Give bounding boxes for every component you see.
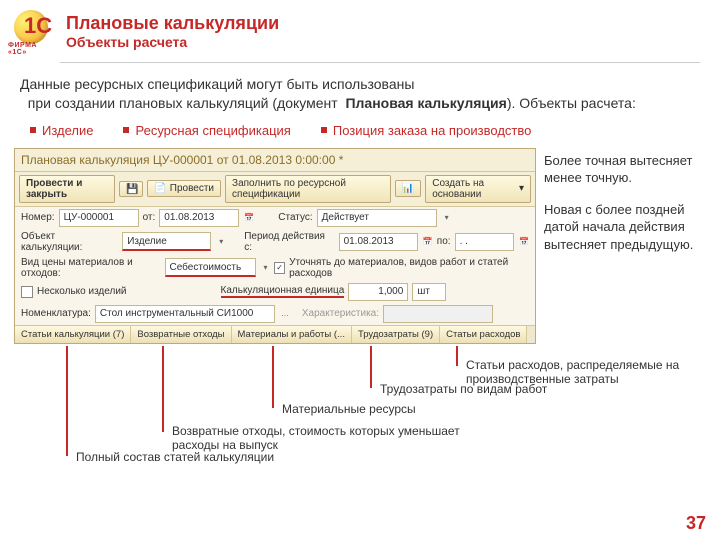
unit-field[interactable]: шт <box>412 283 446 301</box>
side-notes: Более точная вытесняет менее точную. Нов… <box>544 148 704 344</box>
tab-materials[interactable]: Материалы и работы (... <box>232 326 352 343</box>
materials-field[interactable]: Себестоимость <box>165 258 256 277</box>
save-button[interactable]: 💾 <box>119 181 143 197</box>
intro-text: Данные ресурсных спецификаций могут быть… <box>0 71 720 119</box>
nomenclature-label: Номенклатура: <box>21 308 91 319</box>
callout-labor: Трудозатраты по видам работ <box>380 382 547 396</box>
logo: 1C ФИРМА «1С» <box>8 8 56 56</box>
characteristic-field <box>383 305 493 323</box>
nomenclature-field[interactable]: Стол инструментальный СИ1000 <box>95 305 275 323</box>
period-label: Период действия с: <box>244 231 334 253</box>
tab-articles[interactable]: Статьи калькуляции (7) <box>15 326 131 343</box>
several-checkbox[interactable] <box>21 286 33 298</box>
tab-expenses[interactable]: Статьи расходов <box>440 326 527 343</box>
bullet-item: Ресурсная спецификация <box>123 123 290 138</box>
tab-labor[interactable]: Трудозатраты (9) <box>352 326 440 343</box>
tab-returns[interactable]: Возвратные отходы <box>131 326 231 343</box>
form-window: Плановая калькуляция ЦУ-000001 от 01.08.… <box>14 148 536 344</box>
number-field[interactable]: ЦУ-000001 <box>59 209 139 227</box>
tabs: Статьи калькуляции (7) Возвратные отходы… <box>15 325 535 343</box>
number-label: Номер: <box>21 212 55 223</box>
page-number: 37 <box>686 513 706 534</box>
period-to-label: по: <box>437 236 451 247</box>
callout-articles: Полный состав статей калькуляции <box>76 450 274 464</box>
create-based-button[interactable]: Создать на основании ▾ <box>425 175 531 203</box>
bullet-item: Позиция заказа на производство <box>321 123 532 138</box>
status-field[interactable]: Действует <box>317 209 437 227</box>
materials-label: Вид цены материалов и отходов: <box>21 257 161 279</box>
status-label: Статус: <box>278 212 312 223</box>
fill-button[interactable]: Заполнить по ресурсной спецификации <box>225 175 391 203</box>
characteristic-label: Характеристика: <box>302 308 379 319</box>
unit-label: Калькуляционная единица <box>221 285 345 298</box>
several-label: Несколько изделий <box>37 286 127 297</box>
toolbar: Провести и закрыть 💾 📄 Провести Заполнит… <box>15 172 535 207</box>
period-from-field[interactable]: 01.08.2013 <box>339 233 418 251</box>
window-title: Плановая калькуляция ЦУ-000001 от 01.08.… <box>15 149 535 172</box>
page-subtitle: Объекты расчета <box>66 34 700 50</box>
refine-label: Уточнять до материалов, видов работ и ст… <box>289 257 529 279</box>
page-title: Плановые калькуляции <box>66 14 700 34</box>
unit-qty-field[interactable]: 1,000 <box>348 283 408 301</box>
object-label: Объект калькуляции: <box>21 231 118 253</box>
date-field[interactable]: 01.08.2013 <box>159 209 239 227</box>
post-button[interactable]: 📄 Провести <box>147 180 221 197</box>
reports-button[interactable]: 📊 <box>395 180 421 197</box>
refine-checkbox[interactable]: ✓ <box>274 262 285 274</box>
period-to-field[interactable]: . . <box>455 233 514 251</box>
object-field[interactable]: Изделие <box>122 232 211 251</box>
callout-returns: Возвратные отходы, стоимость которых уме… <box>172 424 492 453</box>
bullet-item: Изделие <box>30 123 93 138</box>
disk-icon: 💾 <box>126 184 136 194</box>
post-close-button[interactable]: Провести и закрыть <box>19 175 115 203</box>
date-label: от: <box>143 212 156 223</box>
callout-materials: Материальные ресурсы <box>282 402 416 416</box>
